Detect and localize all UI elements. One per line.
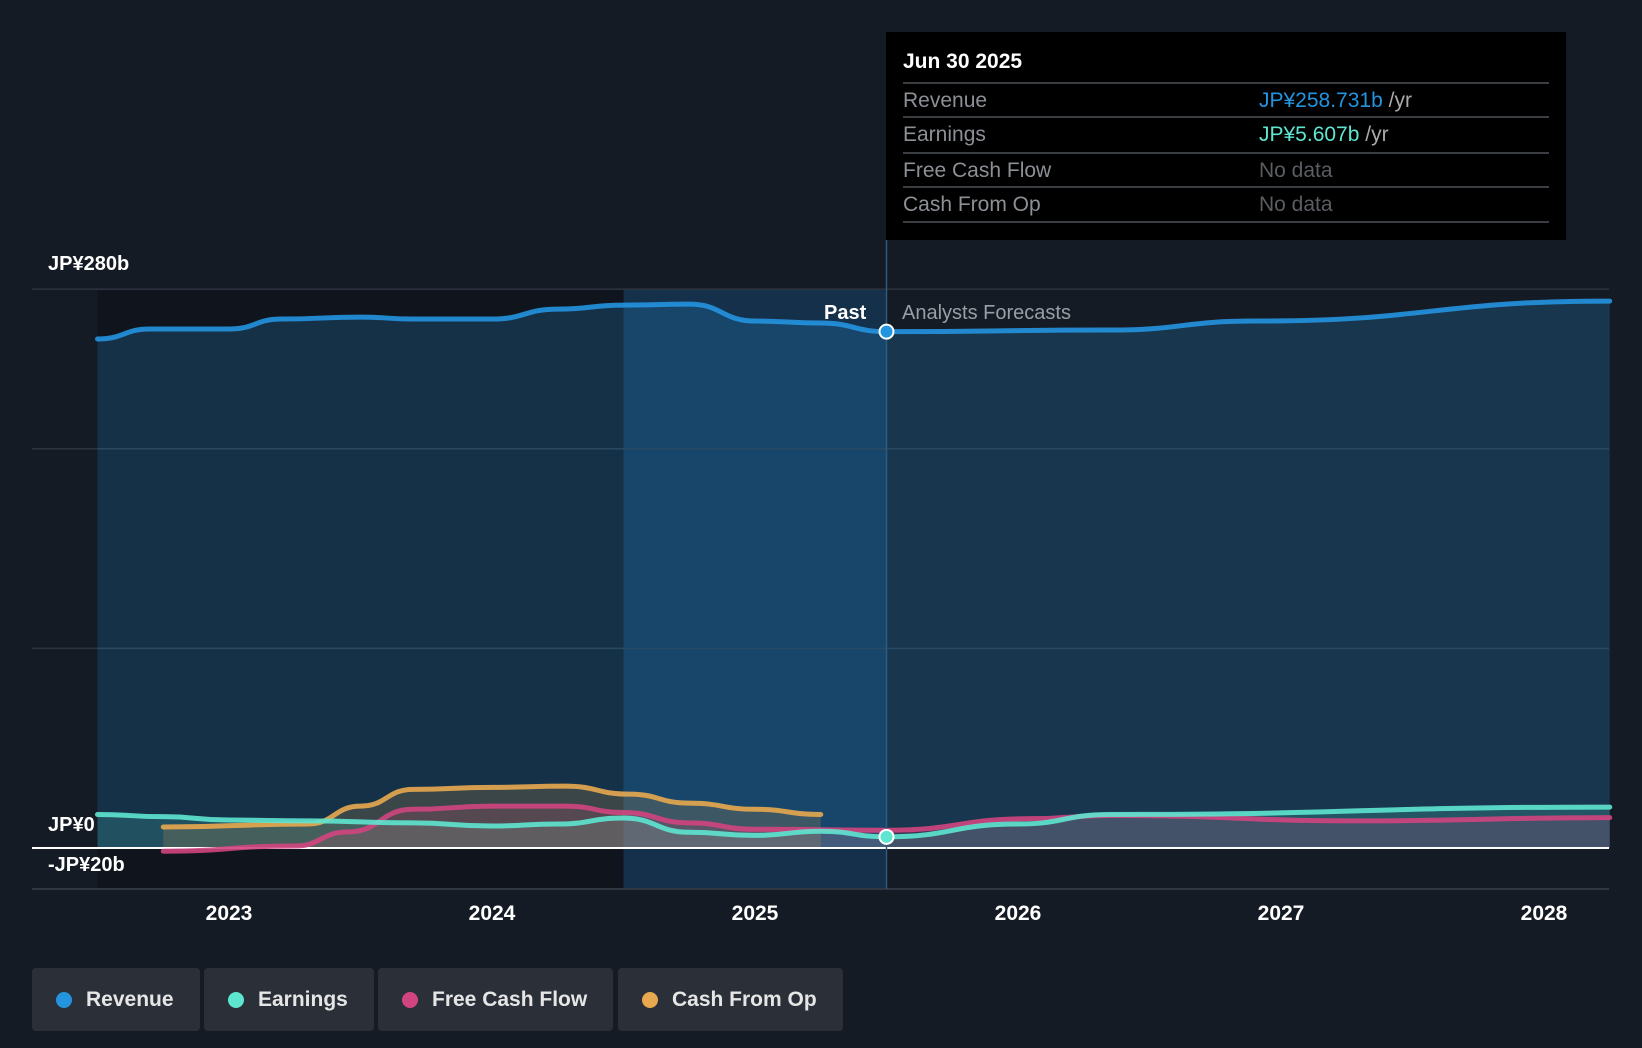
x-tick-label: 2026 bbox=[994, 902, 1042, 925]
legend-label: Cash From Op bbox=[672, 987, 817, 1011]
tooltip-row-revenue: Revenue JP¥258.731b /yr bbox=[903, 82, 1549, 118]
x-tick-label: 2027 bbox=[1257, 902, 1305, 925]
past-label: Past bbox=[824, 302, 867, 324]
tooltip-unit: /yr bbox=[1359, 123, 1389, 146]
highlight-band bbox=[623, 289, 887, 888]
line-revenue bbox=[95, 298, 1613, 342]
legend-label: Free Cash Flow bbox=[432, 987, 588, 1011]
area-cash-from-op bbox=[163, 786, 821, 848]
forecast-label: Analysts Forecasts bbox=[902, 302, 1071, 324]
legend-cash-from-op[interactable]: Cash From Op bbox=[618, 968, 843, 1031]
tooltip: Jun 30 2025 Revenue JP¥258.731b /yr Earni… bbox=[886, 32, 1566, 240]
legend-label: Earnings bbox=[258, 987, 348, 1011]
earnings-dot-icon bbox=[228, 991, 244, 1008]
tooltip-date: Jun 30 2025 bbox=[903, 50, 1023, 73]
y-tick-label: -JP¥20b bbox=[48, 854, 125, 876]
tooltip-value: JP¥258.731b bbox=[1259, 89, 1383, 112]
cfo-dot-icon bbox=[642, 991, 658, 1008]
tooltip-row-earnings: Earnings JP¥5.607b /yr bbox=[903, 116, 1549, 152]
x-tick-label: 2025 bbox=[731, 902, 779, 925]
area-free-cash-flow bbox=[163, 806, 1610, 852]
legend-earnings[interactable]: Earnings bbox=[204, 968, 374, 1031]
tooltip-unit: /yr bbox=[1382, 89, 1412, 112]
earnings-marker bbox=[878, 828, 895, 845]
y-tick-label: JP¥280b bbox=[48, 253, 130, 275]
tooltip-row-cfo: Cash From Op No data bbox=[903, 186, 1549, 222]
revenue-marker bbox=[878, 323, 895, 340]
legend-revenue[interactable]: Revenue bbox=[32, 968, 200, 1031]
x-tick-label: 2023 bbox=[205, 902, 253, 925]
tooltip-label: Earnings bbox=[903, 123, 986, 146]
area-revenue bbox=[97, 301, 1610, 848]
x-tick-label: 2024 bbox=[468, 902, 516, 925]
tooltip-value: No data bbox=[1259, 159, 1333, 182]
chart-area bbox=[32, 240, 1613, 890]
legend-free-cash-flow[interactable]: Free Cash Flow bbox=[378, 968, 614, 1031]
line-earnings bbox=[95, 804, 1613, 840]
x-tick-label: 2028 bbox=[1520, 902, 1568, 925]
tooltip-divider bbox=[903, 221, 1549, 223]
tooltip-label: Free Cash Flow bbox=[903, 159, 1052, 182]
tooltip-label: Cash From Op bbox=[903, 193, 1041, 216]
line-free-cash-flow bbox=[160, 803, 1613, 854]
tooltip-label: Revenue bbox=[903, 89, 988, 112]
fcf-dot-icon bbox=[402, 991, 418, 1008]
y-tick-label: JP¥0 bbox=[48, 814, 95, 836]
tooltip-value: JP¥5.607b bbox=[1259, 123, 1360, 146]
tooltip-value: No data bbox=[1259, 193, 1333, 216]
legend-label: Revenue bbox=[86, 987, 174, 1011]
tooltip-row-fcf: Free Cash Flow No data bbox=[903, 152, 1549, 188]
revenue-dot-icon bbox=[56, 991, 72, 1008]
